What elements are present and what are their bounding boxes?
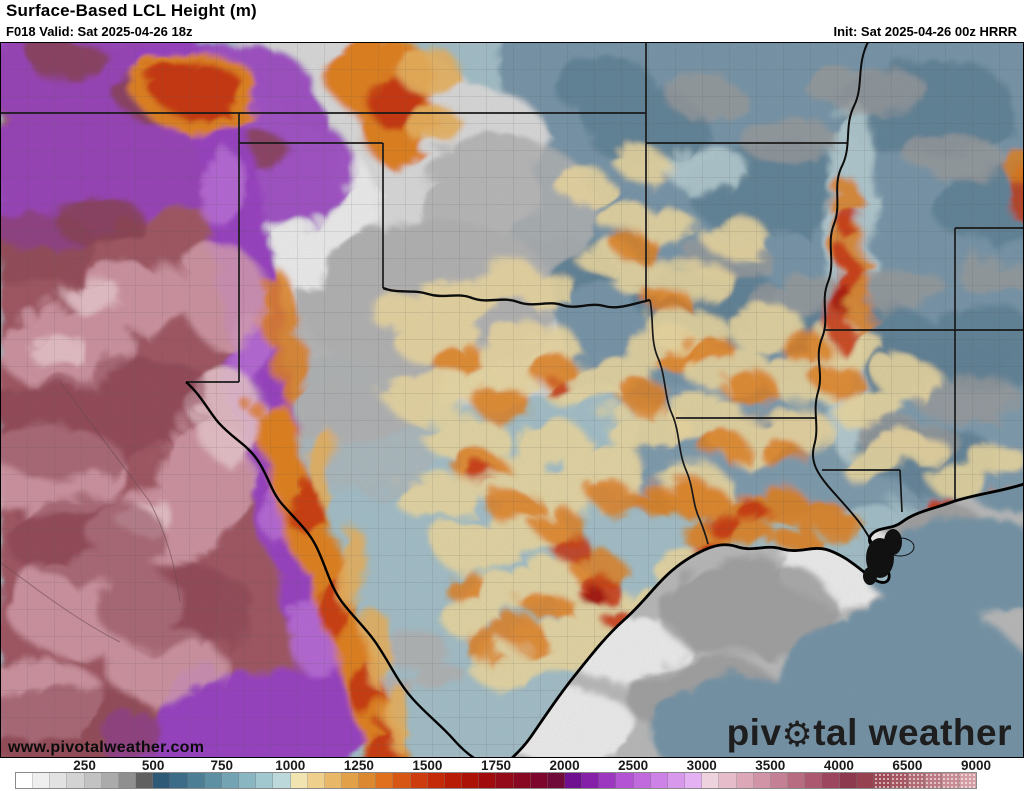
colorbar-cell [839,773,857,788]
state-borders [0,42,1024,545]
colorbar-cell [307,773,325,788]
colorbar-cell [667,773,686,788]
colorbar-cell [736,773,754,788]
colorbar-ticks: 250 500 750 1000 1250 1500 1750 2000 2500 3000 350… [0,758,1024,773]
colorbar-cell [427,773,445,788]
colorbar-cell [873,773,891,788]
colorbar-cell [50,773,68,788]
colorbar-tick-label: 1250 [343,758,374,773]
colorbar-cell [462,773,480,788]
colorbar-cell [410,773,428,788]
colorbar-cells [15,772,977,789]
colorbar-cell [547,773,565,788]
colorbar-cell [822,773,840,788]
colorbar-cell [33,773,51,788]
colorbar-cell [856,773,874,788]
colorbar-cell [753,773,771,788]
red-river [382,286,651,309]
colorbar-cell [187,773,205,788]
colorbar-tick-label: 1750 [480,758,512,773]
page-title: Surface-Based LCL Height (m) [6,1,257,20]
mississippi-delta [863,529,902,585]
colorbar-cell [479,773,497,788]
lcl-map-canvas[interactable]: www.pivotalweather.com piv⚙tal weather [0,42,1024,758]
colorbar-tick-label: 4000 [823,758,854,773]
colorbar-cell [530,773,548,788]
field-grain [0,42,1024,758]
colorbar-tick-label: 2000 [549,758,580,773]
colorbar-cell [565,773,583,788]
pivotal-weather-logo: piv⚙tal weather [727,712,1012,754]
colorbar-cell [959,773,976,788]
colorbar-cell [16,773,34,788]
colorbar-cell [942,773,960,788]
mississippi-river [812,42,877,553]
watermark-url: www.pivotalweather.com [8,739,205,756]
colorbar-cell [136,773,154,788]
colorbar-tick-label: 6500 [892,758,923,773]
colorbar-cell [101,773,119,788]
colorbar-cell [908,773,926,788]
colorbar-cell [376,773,394,788]
colorbar-cell [496,773,514,788]
colorbar-tick-label: 3000 [686,758,717,773]
colorbar-cell [118,773,137,788]
coastline [511,482,1024,758]
colorbar-tick-label: 1500 [412,758,443,773]
colorbar-tick-label: 750 [210,758,233,773]
colorbar-cell [685,773,703,788]
mexico-borders [0,381,181,643]
colorbar-cell [582,773,600,788]
colorbar-cell [633,773,651,788]
logo-text-pre: piv [726,712,782,753]
colorbar-tick-label: 2500 [618,758,649,773]
colorbar-tick-label: 500 [141,758,165,773]
colorbar-cell [290,773,308,788]
colorbar-tick-label: 1000 [275,758,306,773]
colorbar-cell [616,773,634,788]
colorbar-cell [925,773,943,788]
colorbar-cell [719,773,737,788]
colorbar-cell [513,773,531,788]
colorbar-cell [393,773,411,788]
colorbar-cell [444,773,463,788]
colorbar-cell [204,773,222,788]
lcl-field-svg [0,42,1024,758]
gear-icon: ⚙ [781,716,814,754]
colorbar-cell [84,773,102,788]
colorbar-cell [890,773,909,788]
colorbar-cell [170,773,188,788]
init-time-label: Init: Sat 2025-04-26 00z HRRR [833,24,1017,39]
map-header: Surface-Based LCL Height (m) F018 Valid:… [0,0,1024,42]
colorbar-cell [788,773,806,788]
colorbar: 250 500 750 1000 1250 1500 1750 2000 2500 3000 350… [0,758,1024,791]
colorbar-cell [67,773,85,788]
valid-time-label: F018 Valid: Sat 2025-04-26 18z [6,24,193,39]
colorbar-tick-label: 9000 [960,758,992,773]
rio-grande-river [185,381,475,758]
colorbar-cell [650,773,668,788]
colorbar-cell [702,773,720,788]
colorbar-cell [341,773,360,788]
colorbar-cell [153,773,171,788]
colorbar-cell [221,773,240,788]
colorbar-cell [805,773,823,788]
colorbar-tick-label: 250 [73,758,96,773]
colorbar-tick-label: 3500 [755,758,786,773]
colorbar-cell [239,773,257,788]
colorbar-cell [256,773,274,788]
logo-text-post: tal weather [813,712,1012,753]
colorbar-cell [770,773,789,788]
colorbar-cell [273,773,291,788]
colorbar-cell [599,773,617,788]
colorbar-cell [324,773,342,788]
colorbar-cell [359,773,377,788]
